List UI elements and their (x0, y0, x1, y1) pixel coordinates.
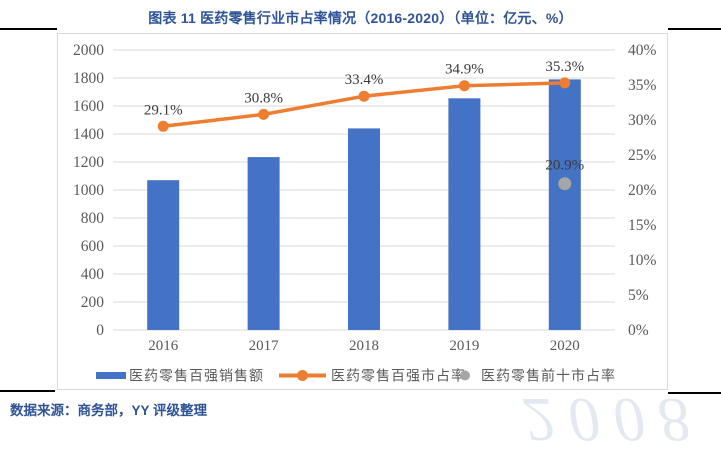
legend-swatch-line-dot (297, 370, 308, 381)
line-series (161, 81, 567, 129)
scatter-data-label: 20.9% (545, 158, 584, 174)
right-axis-tick: 10% (628, 252, 657, 269)
line-data-label: 34.9% (445, 62, 484, 78)
bar-2017 (247, 157, 280, 330)
x-axis-label-2018: 2018 (349, 338, 379, 354)
left-axis-tick: 0 (96, 322, 104, 339)
legend-label-line: 医药零售百强市占率 (331, 368, 466, 385)
right-axis-tick: 0% (628, 322, 649, 339)
right-axis-tick: 20% (628, 182, 657, 199)
x-axis-label-2016: 2016 (148, 338, 179, 354)
line-point-2018 (358, 90, 370, 102)
bar-2020 (548, 79, 581, 331)
table-border-top-right (668, 28, 721, 30)
legend-swatch-scatter (460, 370, 470, 381)
left-axis-tick: 1200 (73, 154, 104, 171)
left-axis-tick: 2000 (73, 42, 104, 59)
right-axis-tick: 15% (628, 217, 657, 234)
line-point-2016 (157, 120, 169, 132)
left-axis-tick: 1000 (73, 182, 104, 199)
x-axis-label-2020: 2020 (550, 338, 580, 354)
watermark: 2008 (523, 385, 703, 453)
right-axis-tick: 40% (628, 42, 657, 59)
x-axis-label-2017: 2017 (249, 338, 280, 354)
chart-area: 2000 1800 1600 1400 1200 1000 800 600 400 200 0 40%… (57, 33, 668, 390)
left-axis-tick: 600 (81, 238, 105, 255)
table-border-bottom-right (668, 392, 721, 394)
left-axis-tick: 1800 (73, 70, 104, 87)
right-axis-tick: 25% (628, 147, 657, 164)
bar-2018 (348, 128, 380, 330)
legend-swatch-bar (96, 372, 126, 379)
line-data-label: 29.1% (144, 102, 183, 118)
right-axis-tick: 35% (628, 77, 657, 94)
table-border-top-left (0, 28, 57, 30)
bar-2019 (448, 98, 481, 330)
line-point-2017 (258, 108, 270, 120)
legend-label-bar: 医药零售百强销售额 (129, 369, 264, 385)
left-axis-tick: 800 (81, 210, 105, 227)
line-data-label: 35.3% (545, 59, 584, 75)
source-note: 数据来源：商务部，YY 评级整理 (10, 403, 208, 418)
right-axis-tick: 30% (628, 112, 657, 129)
left-axis-tick: 1400 (73, 126, 104, 143)
chart-title: 图表 11 医药零售行业市占率情况（2016-2020）（单位：亿元、%） (148, 10, 573, 26)
line-point-2020 (559, 77, 571, 89)
right-axis-tick: 5% (628, 287, 649, 304)
line-point-2019 (458, 80, 470, 92)
line-data-label: 33.4% (345, 72, 384, 88)
left-axis-tick: 200 (81, 294, 105, 311)
x-axis-label-2019: 2019 (449, 338, 479, 354)
scatter-point-2020 (558, 177, 572, 191)
line-data-label: 30.8% (244, 90, 283, 106)
table-border-bottom-left (0, 390, 55, 392)
left-axis-tick: 400 (81, 266, 105, 283)
bar-2016 (147, 180, 180, 330)
left-axis-tick: 1600 (73, 98, 104, 115)
combo-chart: 200018001600140012001000800600400200040%… (73, 42, 657, 385)
legend-label-scatter: 医药零售前十市占率 (481, 368, 616, 385)
